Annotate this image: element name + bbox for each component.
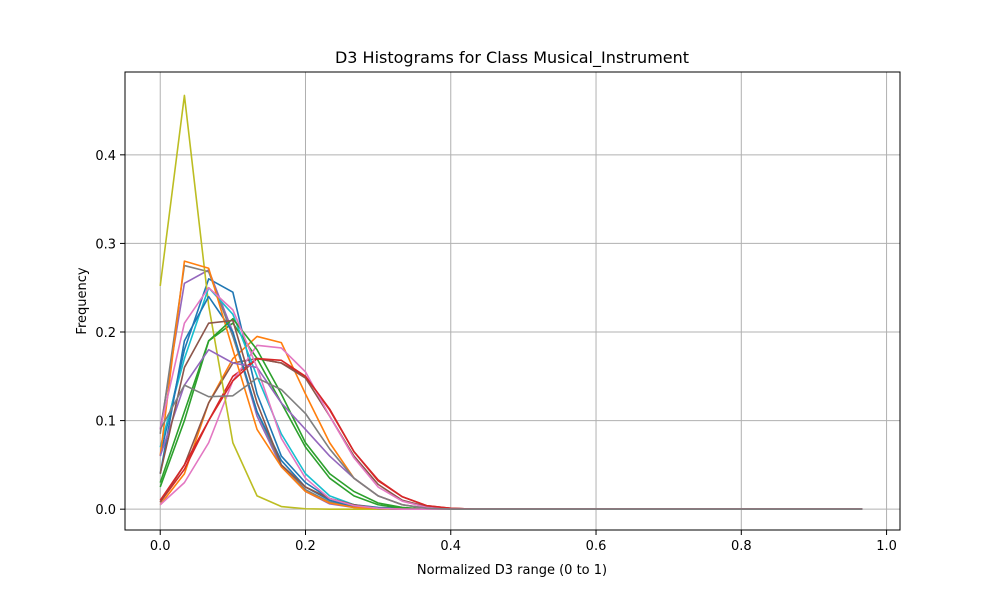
axis-ticks: 0.0 0.2 0.4 0.6 0.8 1.0 0.0 0.1 0.2 0.3 0.4 xyxy=(95,149,897,554)
x-tick-label: 0.0 xyxy=(150,539,171,554)
plot-area xyxy=(125,72,900,530)
x-axis-label: Normalized D3 range (0 to 1) xyxy=(417,563,607,578)
x-tick-label: 0.6 xyxy=(586,539,607,554)
y-axis-label: Frequency xyxy=(75,267,90,334)
y-tick-label: 0.3 xyxy=(95,237,116,252)
axes-frame xyxy=(124,71,901,531)
x-tick-label: 0.8 xyxy=(731,539,752,554)
chart-title: D3 Histograms for Class Musical_Instrume… xyxy=(335,48,689,68)
series-line-series-18 xyxy=(159,377,863,510)
y-tick-label: 0.0 xyxy=(95,503,116,518)
x-tick-label: 1.0 xyxy=(876,539,897,554)
x-tick-label: 0.4 xyxy=(440,539,461,554)
y-tick-label: 0.2 xyxy=(95,326,116,341)
x-tick-label: 0.2 xyxy=(295,539,316,554)
y-tick-label: 0.4 xyxy=(95,149,116,164)
series-layer xyxy=(159,94,863,510)
y-tick-label: 0.1 xyxy=(95,415,116,430)
